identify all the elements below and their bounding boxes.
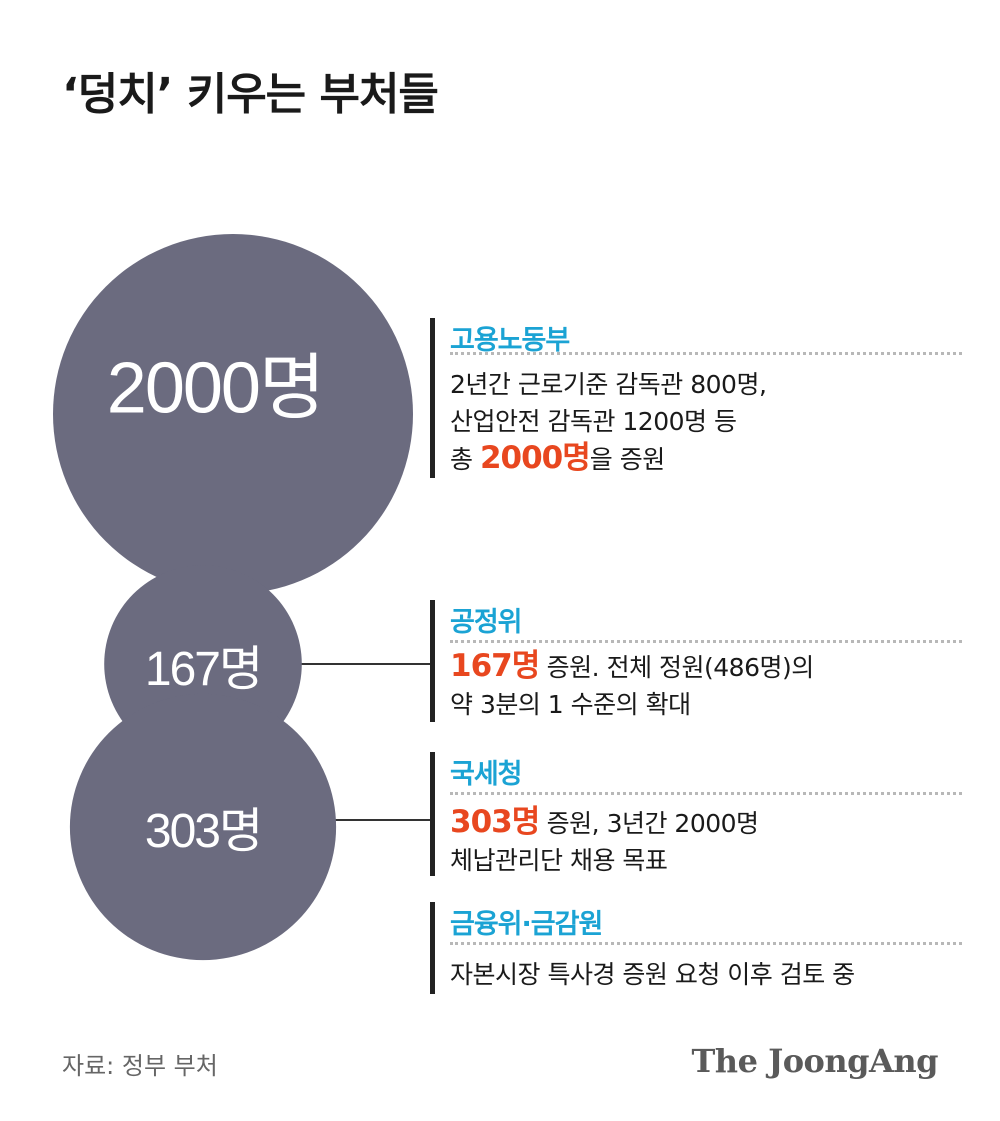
desc-suffix: 을 증원 (589, 445, 665, 474)
agency-name: 공정위 (450, 607, 523, 638)
desc-line: 약 3분의 1 수준의 확대 (450, 690, 691, 719)
desc-line-highlight: 303명 증원, 3년간 2000명 (450, 804, 759, 842)
block-bar (430, 752, 435, 876)
block-bar (430, 600, 435, 722)
highlight-value: 2000명 (479, 440, 591, 476)
agency-description: 2년간 근로기준 감독관 800명, 산업안전 감독관 1200명 등 총 20… (450, 366, 767, 478)
dotted-divider (450, 942, 962, 945)
bubble-nts (69, 693, 337, 961)
desc-suffix: 증원. 전체 정원(486명)의 (539, 653, 815, 682)
desc-line: 산업안전 감독관 1200명 등 (450, 407, 737, 436)
block-bar (430, 902, 435, 994)
agency-description: 자본시장 특사경 증원 요청 이후 검토 중 (450, 956, 855, 993)
agency-name: 고용노동부 (450, 325, 570, 356)
desc-suffix: 증원, 3년간 2000명 (539, 809, 759, 838)
bubble-label-ftc: 167명 (144, 643, 263, 696)
publisher-logo: The JoongAng (691, 1042, 938, 1080)
bubble-label-nts: 303명 (144, 805, 263, 858)
desc-line: 자본시장 특사경 증원 요청 이후 검토 중 (450, 960, 855, 989)
desc-line: 체납관리단 채용 목표 (450, 846, 668, 875)
highlight-value: 167명 (450, 648, 540, 684)
dotted-divider (450, 640, 962, 643)
desc-line-highlight: 총 2000명을 증원 (450, 440, 766, 478)
source-note: 자료: 정부 부처 (62, 1052, 218, 1080)
agency-name: 국세청 (450, 759, 523, 790)
dotted-divider (450, 792, 962, 795)
desc-line-highlight: 167명 증원. 전체 정원(486명)의 (450, 648, 814, 686)
desc-prefix: 총 (450, 445, 480, 474)
block-bar (430, 318, 435, 478)
agency-description: 303명 증원, 3년간 2000명 체납관리단 채용 목표 (450, 804, 759, 879)
bubble-moel (53, 234, 413, 594)
bubble-label-moel: 2000명 (106, 348, 325, 429)
dotted-divider (450, 352, 962, 355)
page-title: ‘덩치’ 키우는 부처들 (62, 69, 439, 120)
agency-name: 금융위·금감원 (450, 909, 603, 940)
agency-description: 167명 증원. 전체 정원(486명)의 약 3분의 1 수준의 확대 (450, 648, 814, 723)
highlight-value: 303명 (450, 804, 540, 840)
desc-line: 2년간 근로기준 감독관 800명, (450, 370, 767, 399)
